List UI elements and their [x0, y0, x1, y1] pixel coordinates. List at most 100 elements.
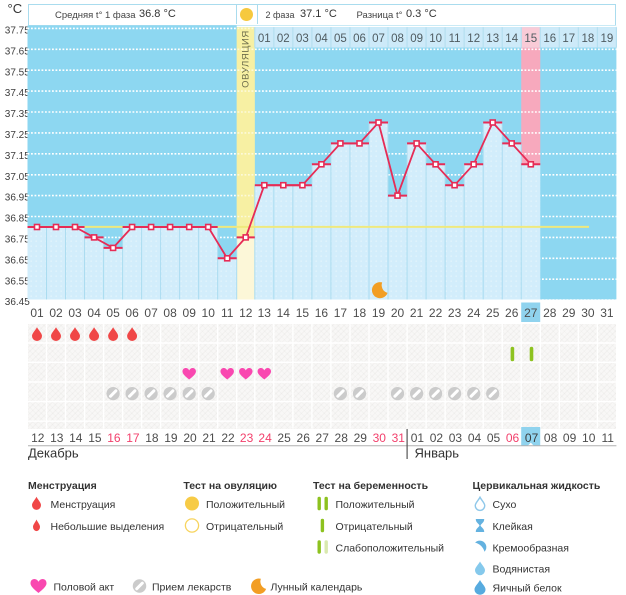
svg-text:26: 26: [297, 431, 311, 445]
svg-text:Слабоположительный: Слабоположительный: [336, 543, 445, 555]
svg-text:23: 23: [240, 431, 254, 445]
svg-text:16: 16: [315, 306, 329, 320]
svg-text:05: 05: [106, 306, 120, 320]
svg-text:10: 10: [582, 431, 596, 445]
svg-text:09: 09: [410, 33, 423, 45]
svg-text:23: 23: [448, 306, 462, 320]
svg-text:13: 13: [50, 431, 64, 445]
svg-text:15: 15: [88, 431, 102, 445]
svg-text:31: 31: [600, 306, 614, 320]
svg-text:11: 11: [221, 306, 234, 320]
svg-text:01: 01: [411, 431, 425, 445]
svg-text:17: 17: [562, 33, 575, 45]
svg-text:15: 15: [296, 306, 310, 320]
svg-text:Кремообразная: Кремообразная: [493, 543, 569, 555]
svg-text:37.15: 37.15: [5, 151, 30, 162]
svg-text:08: 08: [391, 33, 404, 45]
svg-text:Небольшие выделения: Небольшие выделения: [51, 521, 165, 533]
svg-text:02: 02: [430, 431, 444, 445]
svg-text:19: 19: [164, 431, 178, 445]
svg-text:06: 06: [353, 33, 366, 45]
svg-text:37.45: 37.45: [5, 88, 30, 99]
svg-text:Январь: Январь: [415, 446, 460, 461]
svg-text:19: 19: [601, 33, 614, 45]
svg-text:36.65: 36.65: [5, 255, 30, 266]
svg-text:25: 25: [486, 306, 500, 320]
svg-text:27: 27: [524, 306, 538, 320]
svg-text:02: 02: [277, 33, 290, 45]
svg-text:24: 24: [258, 431, 272, 445]
svg-text:15: 15: [524, 33, 537, 45]
svg-text:29: 29: [354, 431, 368, 445]
svg-text:02: 02: [49, 306, 63, 320]
svg-text:30: 30: [373, 431, 387, 445]
svg-text:07: 07: [144, 306, 158, 320]
svg-text:16: 16: [543, 33, 556, 45]
svg-text:37.05: 37.05: [5, 172, 30, 183]
svg-text:28: 28: [335, 431, 349, 445]
svg-text:37.25: 37.25: [5, 130, 30, 141]
svg-text:16: 16: [107, 431, 121, 445]
svg-text:10: 10: [202, 306, 216, 320]
svg-text:Менструация: Менструация: [51, 499, 116, 511]
svg-text:Водянистая: Водянистая: [493, 564, 551, 576]
svg-text:Декабрь: Декабрь: [28, 446, 79, 461]
svg-text:Положительный: Положительный: [206, 499, 285, 511]
svg-text:22: 22: [429, 306, 443, 320]
svg-text:29: 29: [562, 306, 576, 320]
svg-text:06: 06: [506, 431, 520, 445]
svg-text:36.45: 36.45: [5, 297, 30, 308]
svg-text:30: 30: [581, 306, 595, 320]
svg-text:21: 21: [202, 431, 216, 445]
svg-text:03: 03: [68, 306, 82, 320]
svg-text:10: 10: [429, 33, 442, 45]
svg-text:05: 05: [334, 33, 347, 45]
svg-text:19: 19: [372, 306, 386, 320]
svg-text:18: 18: [582, 33, 595, 45]
svg-text:07: 07: [525, 431, 539, 445]
svg-text:21: 21: [410, 306, 424, 320]
svg-text:11: 11: [601, 431, 614, 445]
svg-text:Прием лекарств: Прием лекарств: [152, 582, 232, 594]
svg-text:37.65: 37.65: [5, 46, 30, 57]
svg-text:18: 18: [353, 306, 367, 320]
svg-text:Тест на овуляцию: Тест на овуляцию: [183, 480, 277, 492]
svg-text:27: 27: [316, 431, 330, 445]
svg-text:08: 08: [544, 431, 558, 445]
svg-text:Отрицательный: Отрицательный: [336, 521, 413, 533]
svg-text:09: 09: [563, 431, 577, 445]
svg-text:17: 17: [334, 306, 348, 320]
svg-text:07: 07: [372, 33, 385, 45]
svg-text:13: 13: [258, 306, 272, 320]
svg-text:14: 14: [69, 431, 83, 445]
svg-text:14: 14: [505, 33, 518, 45]
svg-text:11: 11: [449, 33, 461, 45]
svg-text:05: 05: [487, 431, 501, 445]
svg-text:36.85: 36.85: [5, 214, 30, 225]
svg-text:22: 22: [221, 431, 235, 445]
svg-text:20: 20: [183, 431, 197, 445]
svg-text:Сухо: Сухо: [493, 499, 517, 511]
svg-text:01: 01: [258, 33, 271, 45]
svg-text:18: 18: [145, 431, 159, 445]
svg-text:Яичный белок: Яичный белок: [493, 583, 563, 595]
svg-text:36.75: 36.75: [5, 235, 30, 246]
svg-text:26: 26: [505, 306, 519, 320]
svg-text:Менструация: Менструация: [28, 480, 97, 492]
svg-text:37.35: 37.35: [5, 109, 30, 120]
svg-text:36.95: 36.95: [5, 193, 30, 204]
svg-text:Клейкая: Клейкая: [493, 521, 533, 533]
svg-text:37.55: 37.55: [5, 67, 30, 78]
svg-text:Лунный календарь: Лунный календарь: [271, 582, 363, 594]
svg-text:28: 28: [543, 306, 557, 320]
svg-text:17: 17: [126, 431, 140, 445]
svg-text:03: 03: [296, 33, 309, 45]
svg-text:04: 04: [87, 306, 101, 320]
svg-text:14: 14: [277, 306, 291, 320]
svg-text:25: 25: [277, 431, 291, 445]
svg-text:08: 08: [163, 306, 177, 320]
svg-text:37.75: 37.75: [5, 26, 30, 37]
svg-text:12: 12: [31, 431, 45, 445]
svg-text:36.55: 36.55: [5, 276, 30, 287]
svg-text:Тест на беременность: Тест на беременность: [313, 480, 429, 492]
